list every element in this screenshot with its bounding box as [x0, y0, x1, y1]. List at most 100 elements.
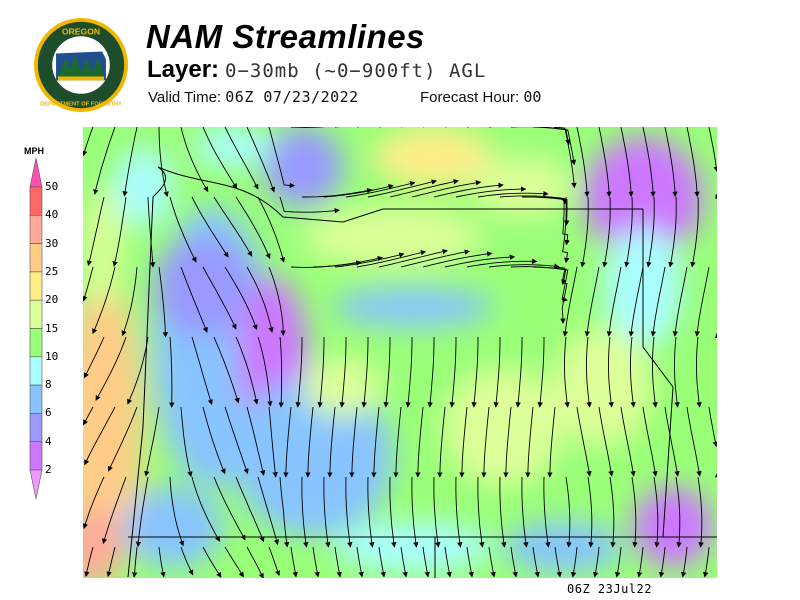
streamline: [628, 266, 644, 337]
wind-speed-area: [263, 127, 343, 207]
streamline: [624, 196, 633, 268]
streamline: [576, 127, 590, 198]
streamline: [562, 196, 570, 264]
svg-text:DEPARTMENT OF FORESTRY: DEPARTMENT OF FORESTRY: [40, 101, 122, 107]
streamline: [246, 546, 264, 578]
streamline: [562, 266, 578, 337]
idaho-border: [642, 209, 674, 538]
streamline: [672, 266, 688, 337]
streamline: [356, 250, 427, 268]
streamline: [107, 406, 138, 472]
streamline: [537, 337, 545, 408]
streamline: [598, 127, 612, 198]
wind-speed-area: [443, 367, 563, 487]
streamline: [180, 406, 193, 478]
streamline: [389, 179, 459, 198]
legend-swatch: [29, 356, 43, 386]
streamline: [345, 181, 416, 198]
streamline: [278, 336, 284, 408]
streamline: [630, 336, 636, 408]
legend-label: 25: [45, 264, 59, 278]
streamline: [620, 127, 634, 198]
streamline: [180, 266, 208, 333]
forecast-hour: Forecast Hour: 00: [420, 88, 541, 106]
streamline: [312, 546, 320, 578]
streamline: [433, 476, 441, 548]
streamline: [235, 336, 259, 405]
streamline: [510, 546, 518, 578]
streamline: [686, 406, 702, 477]
valid-time-label: Valid Time:: [148, 89, 222, 106]
streamline: [345, 476, 353, 548]
oregon-department-of-forestry-logo: OREGON DEPARTMENT OF FORESTRY: [33, 17, 129, 113]
streamline: [224, 406, 249, 475]
legend-swatch: [29, 186, 43, 216]
streamline: [547, 406, 556, 478]
streamline: [169, 196, 197, 263]
streamline: [191, 336, 213, 406]
legend-swatch: [29, 413, 43, 442]
streamline: [488, 546, 496, 578]
streamline: [135, 476, 149, 548]
streamline: [466, 258, 538, 268]
wind-speed-area: [83, 187, 123, 307]
streamline: [444, 546, 452, 578]
layer-label: Layer:: [147, 56, 220, 83]
streamline: [158, 546, 166, 578]
streamline: [93, 127, 116, 195]
streamline: [158, 266, 169, 338]
streamline: [658, 546, 666, 578]
streamline: [202, 266, 237, 330]
legend-label: 4: [45, 434, 52, 448]
streamline: [290, 546, 298, 578]
streamline: [268, 266, 286, 336]
legend-arrow-bottom: [29, 469, 43, 500]
streamline: [433, 182, 504, 198]
streamline: [708, 406, 717, 448]
streamline: [257, 196, 286, 263]
streamline: [690, 196, 699, 268]
streamline: [481, 406, 490, 478]
streamline: [279, 476, 290, 548]
streamline: [614, 546, 622, 578]
color-legend: [29, 158, 43, 500]
streamline: [317, 337, 325, 408]
streamline: [83, 266, 94, 302]
streamline: [127, 336, 149, 405]
streamline: [257, 336, 273, 407]
streamline: [499, 476, 507, 548]
streamline: [246, 127, 276, 193]
streamline: [466, 546, 474, 578]
streamline: [642, 406, 658, 477]
streamline: [400, 249, 471, 268]
wind-speed-area: [473, 157, 573, 217]
streamline: [257, 476, 280, 546]
streamline: [543, 476, 551, 548]
streamline: [169, 336, 175, 408]
wind-speed-area: [503, 522, 623, 572]
legend-label: 6: [45, 406, 52, 420]
streamline: [371, 406, 380, 478]
streamline: [235, 196, 271, 260]
streamline: [459, 406, 468, 478]
streamline: [213, 476, 246, 541]
streamline: [653, 476, 660, 548]
streamline: [477, 476, 485, 548]
streamline: [202, 406, 226, 475]
legend-label: 2: [45, 463, 52, 476]
streamline: [400, 546, 408, 578]
streamline: [356, 546, 364, 578]
timestamp-footer: 06Z 23Jul22: [567, 582, 652, 596]
streamline: [92, 266, 116, 335]
streamline: [268, 406, 278, 478]
streamline: [224, 266, 258, 331]
streamline: [674, 336, 680, 408]
wind-speed-area: [583, 137, 703, 257]
streamline: [525, 406, 534, 478]
streamline: [586, 336, 592, 408]
streamline: [702, 546, 710, 578]
layer-info: Layer: 0−30mb (~0−900ft) AGL: [147, 56, 486, 84]
streamline: [122, 127, 138, 197]
streamline: [636, 546, 644, 578]
streamline: [367, 476, 375, 548]
